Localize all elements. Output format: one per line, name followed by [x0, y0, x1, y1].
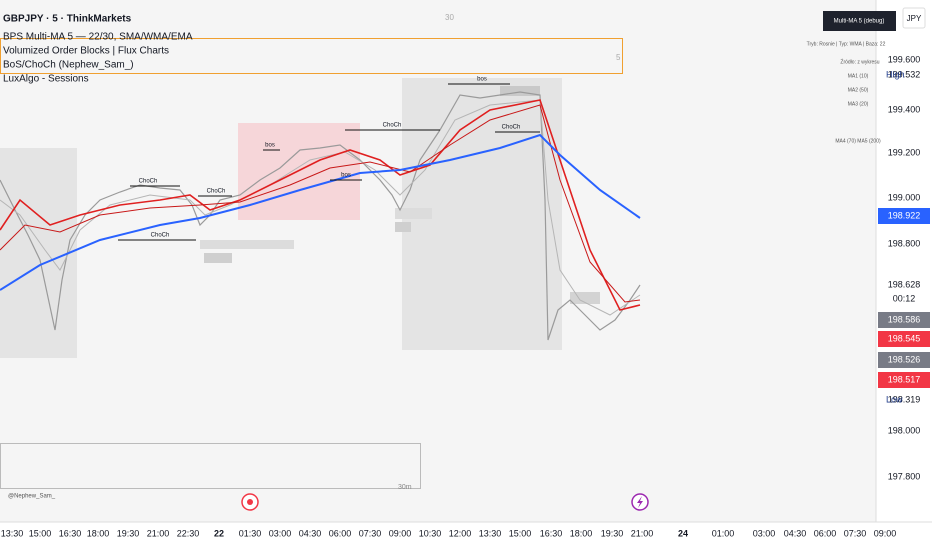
time-label: 01:30 — [239, 528, 262, 538]
structure-label: ChoCh — [139, 179, 158, 185]
price-label: 199.000 — [888, 192, 921, 202]
time-label: 04:30 — [784, 528, 807, 538]
time-label: 09:00 — [389, 528, 412, 538]
table-cell: Tryb: Rosnie | Typ: WMA | Baza: 22 — [807, 41, 886, 47]
table-cell: MA2 (50) — [848, 87, 869, 93]
indicator-label: BPS Multi-MA 5 — 22/30, SMA/WMA/EMA — [3, 32, 193, 43]
structure-label: ChoCh — [383, 123, 402, 129]
low-label: Low — [886, 394, 903, 404]
structure-label: bos — [265, 143, 275, 149]
ma-line — [0, 104, 641, 303]
price-label: 198.000 — [888, 425, 921, 435]
time-label: 06:00 — [814, 528, 837, 538]
currency: JPY — [907, 14, 922, 23]
price-label: 00:12 — [893, 293, 916, 303]
price-badge — [878, 352, 930, 368]
panel-title-box — [823, 11, 896, 31]
time-label: 22:30 — [177, 528, 200, 538]
price-badge — [878, 208, 930, 224]
price-label: 198.545 — [888, 333, 921, 343]
price-label: 197.800 — [888, 471, 921, 481]
time-label: 04:30 — [299, 528, 322, 538]
ma-line — [0, 99, 641, 311]
time-label: 06:00 — [329, 528, 352, 538]
time-label: 21:00 — [147, 528, 170, 538]
time-label: 15:00 — [509, 528, 532, 538]
ma-line — [0, 99, 641, 316]
price-label: 199.400 — [888, 104, 921, 114]
order-block — [500, 86, 540, 96]
indicator-label: Volumized Order Blocks | Flux Charts — [3, 46, 169, 57]
panel-title: Multi-MA 5 (debug) — [834, 19, 885, 25]
time-label: 16:30 — [59, 528, 82, 538]
price-label: 198.526 — [888, 354, 921, 364]
pane-counter: 30 — [445, 13, 454, 22]
time-label: 07:30 — [844, 528, 867, 538]
order-block — [570, 292, 600, 304]
table-cell: Źródło: z wykresu — [840, 58, 879, 65]
time-label: 19:30 — [117, 528, 140, 538]
time-label: 16:30 — [540, 528, 563, 538]
watermark: @Nephew_Sam_ — [8, 494, 56, 500]
table-cell: MA3 (20) — [848, 101, 869, 107]
bottom-pane — [0, 443, 421, 489]
time-label: 12:00 — [449, 528, 472, 538]
pane-interval: 30m — [398, 484, 412, 491]
price-label: 199.600 — [888, 54, 921, 64]
price-label: 199.200 — [888, 147, 921, 157]
structure-label: ChoCh — [502, 125, 521, 131]
order-block-outline — [0, 38, 623, 74]
time-label: 03:00 — [753, 528, 776, 538]
time-label: 13:30 — [1, 528, 24, 538]
order-block — [395, 222, 411, 232]
time-label: 03:00 — [269, 528, 292, 538]
price-badge — [878, 372, 930, 388]
currency-button[interactable] — [902, 7, 926, 29]
time-label: 07:30 — [359, 528, 382, 538]
order-block — [395, 208, 432, 219]
time-label: 19:30 — [601, 528, 624, 538]
price-badge — [878, 312, 930, 328]
price-label: 198.628 — [888, 279, 921, 289]
time-label: 15:00 — [29, 528, 52, 538]
lightning — [637, 496, 643, 508]
event-icon-dot — [247, 499, 253, 505]
price-label: 198.922 — [888, 210, 921, 220]
box-counter: 5 — [616, 53, 621, 62]
indicator-label: BoS/ChoCh (Nephew_Sam_) — [3, 60, 134, 71]
time-label: 21:00 — [631, 528, 654, 538]
price-badge — [878, 331, 930, 347]
structure-label: bos — [477, 77, 487, 83]
high-label: High — [886, 69, 905, 79]
table-cell: MA4 (70) MA5 (200) — [835, 138, 881, 144]
time-label: 22 — [214, 528, 224, 538]
symbol-title: GBPJPY · 5 · ThinkMarkets — [3, 14, 132, 25]
time-label: 18:00 — [87, 528, 110, 538]
structure-label: ChoCh — [207, 189, 226, 195]
indicator-label: LuxAlgo - Sessions — [3, 74, 89, 85]
price-label: 199.532 — [888, 69, 921, 79]
price-label: 198.319 — [888, 394, 921, 404]
session-box — [238, 123, 360, 220]
price-label: 198.586 — [888, 314, 921, 324]
time-label: 01:00 — [712, 528, 735, 538]
price-label: 198.517 — [888, 374, 921, 384]
ma-line — [0, 133, 641, 291]
time-label: 13:30 — [479, 528, 502, 538]
session-box — [0, 148, 77, 358]
order-block — [204, 253, 232, 263]
structure-label: bos — [341, 173, 351, 179]
annotations: ChoCh ChoCh ChoCh bos bos ChoCh bos ChoCh — [118, 77, 540, 241]
time-label: 09:00 — [874, 528, 897, 538]
time-label: 18:00 — [570, 528, 593, 538]
time-label: 10:30 — [419, 528, 442, 538]
table-cell: MA1 (10) — [848, 73, 869, 79]
price-label: 198.800 — [888, 238, 921, 248]
time-label: 24 — [678, 528, 688, 538]
structure-label: ChoCh — [151, 233, 170, 239]
order-block — [200, 240, 294, 249]
